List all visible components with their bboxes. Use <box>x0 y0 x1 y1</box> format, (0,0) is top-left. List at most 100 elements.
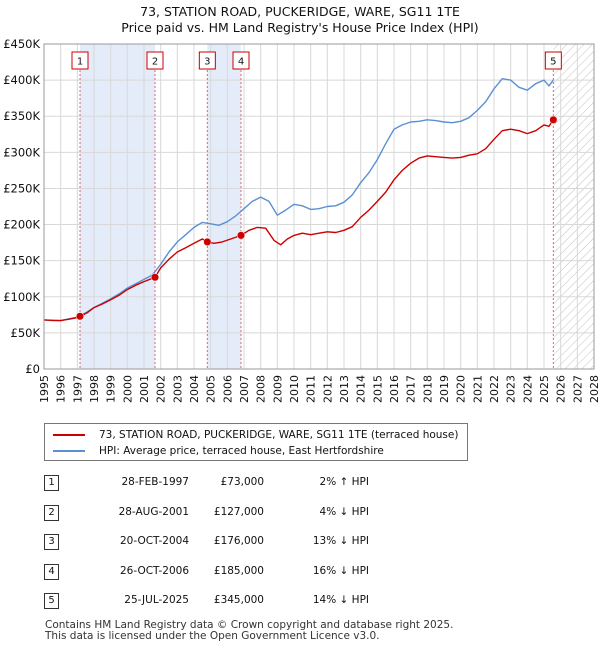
marker-label-2: 2 <box>152 57 158 68</box>
x-tick-label: 2001 <box>138 375 151 403</box>
transaction-price: £185,000 <box>213 564 264 577</box>
chart-subtitle: Price paid vs. HM Land Registry's House … <box>121 20 478 35</box>
x-tick-label: 2020 <box>455 375 468 403</box>
sale-point-4 <box>236 231 246 240</box>
x-tick-label: 2017 <box>405 375 418 403</box>
transaction-row: 5 25-JUL-2025 £345,000 14% ↓ HPI <box>44 589 444 619</box>
y-tick-label: £200K <box>3 218 40 232</box>
x-tick-label: 2006 <box>221 375 234 403</box>
x-tick-label: 2011 <box>305 375 318 403</box>
y-tick-label: £450K <box>3 37 40 51</box>
x-tick-label: 2018 <box>421 375 434 403</box>
shaded-period-2 <box>207 44 241 369</box>
footer-copyright: Contains HM Land Registry data © Crown c… <box>45 619 454 631</box>
marker-label-5: 5 <box>550 57 556 68</box>
transaction-row: 3 20-OCT-2004 £176,000 13% ↓ HPI <box>44 530 444 560</box>
plot-frame <box>43 43 595 370</box>
sale-point-1 <box>75 312 85 321</box>
transaction-date: 20-OCT-2004 <box>120 535 189 547</box>
marker-label-box-3 <box>198 51 216 70</box>
future-hatch <box>553 44 594 369</box>
marker-label-box-2 <box>146 51 164 70</box>
marker-label-box-4 <box>232 51 250 70</box>
transaction-row: 4 26-OCT-2006 £185,000 16% ↓ HPI <box>44 560 444 590</box>
transaction-number: 3 <box>44 534 59 550</box>
x-tick-label: 2027 <box>571 375 584 403</box>
x-tick-label: 1999 <box>105 375 118 403</box>
marker-label-1: 1 <box>77 57 83 68</box>
transaction-number: 4 <box>44 563 59 580</box>
x-tick-label: 2008 <box>255 375 268 403</box>
transaction-row: 2 28-AUG-2001 £127,000 4% ↓ HPI <box>44 501 444 531</box>
x-tick-label: 2022 <box>488 375 501 403</box>
x-tick-label: 2014 <box>355 375 368 403</box>
sale-point-3 <box>203 237 212 246</box>
transaction-date: 26-OCT-2006 <box>120 564 189 577</box>
transaction-date: 28-FEB-1997 <box>121 476 189 488</box>
y-tick-label: £250K <box>3 181 40 195</box>
transaction-price: £345,000 <box>213 594 264 606</box>
property-price-line <box>43 119 554 322</box>
x-tick-label: 2026 <box>555 375 568 403</box>
transaction-hpi-diff: 14% ↓ HPI <box>312 594 369 606</box>
transaction-hpi-diff: 16% ↓ HPI <box>312 564 369 577</box>
x-tick-label: 2005 <box>205 375 218 403</box>
legend-property-line <box>53 434 85 436</box>
transaction-row: 1 28-FEB-1997 £73,000 2% ↑ HPI <box>44 471 444 501</box>
y-tick-label: £0 <box>25 362 40 376</box>
transaction-price: £73,000 <box>220 476 264 488</box>
chart-title: 73, STATION ROAD, PUCKERIDGE, WARE, SG11… <box>140 4 460 19</box>
legend-hpi-label: HPI: Average price, terraced house, East… <box>99 445 384 457</box>
x-tick-label: 2009 <box>271 375 284 403</box>
transaction-number: 2 <box>44 504 59 521</box>
marker-label-box-5 <box>544 51 562 70</box>
sale-point-2 <box>150 273 160 282</box>
x-tick-label: 2004 <box>188 375 201 403</box>
price-chart: 73, STATION ROAD, PUCKERIDGE, WARE, SG11… <box>3 4 600 403</box>
legend: 73, STATION ROAD, PUCKERIDGE, WARE, SG11… <box>44 423 468 461</box>
x-tick-label: 2013 <box>338 375 351 403</box>
x-tick-label: 2024 <box>521 375 534 403</box>
y-tick-label: £150K <box>3 254 40 268</box>
y-tick-label: £400K <box>3 73 40 87</box>
x-tick-label: 2010 <box>288 375 301 403</box>
x-tick-label: 1997 <box>71 375 84 403</box>
transaction-hpi-diff: 13% ↓ HPI <box>312 535 369 547</box>
x-tick-label: 1998 <box>88 375 101 403</box>
x-tick-label: 2003 <box>171 375 184 403</box>
marker-label-box-1 <box>71 51 89 70</box>
transaction-date: 28-AUG-2001 <box>118 505 189 518</box>
x-tick-label: 2007 <box>238 375 251 403</box>
x-tick-label: 2019 <box>438 375 451 403</box>
sale-point-5 <box>549 115 558 124</box>
x-tick-label: 1995 <box>38 375 51 403</box>
x-tick-label: 2015 <box>371 375 384 403</box>
shaded-period-1 <box>80 44 155 369</box>
transaction-number: 1 <box>44 475 59 491</box>
x-tick-label: 2025 <box>538 375 551 403</box>
y-tick-label: £100K <box>3 290 40 304</box>
transaction-hpi-diff: 2% ↑ HPI <box>319 476 369 488</box>
legend-property-label: 73, STATION ROAD, PUCKERIDGE, WARE, SG11… <box>99 429 459 441</box>
y-tick-label: £300K <box>3 145 40 159</box>
x-tick-label: 2002 <box>155 375 168 403</box>
x-tick-label: 2000 <box>121 375 134 403</box>
x-tick-label: 1996 <box>55 375 68 403</box>
x-tick-label: 2021 <box>471 375 484 403</box>
transaction-price: £176,000 <box>213 535 264 547</box>
transaction-number: 5 <box>44 593 59 609</box>
transaction-price: £127,000 <box>213 505 264 518</box>
footer: Contains HM Land Registry data © Crown c… <box>45 620 453 642</box>
transaction-date: 25-JUL-2025 <box>124 594 189 606</box>
footer-license: This data is licensed under the Open Gov… <box>45 630 380 642</box>
legend-item-property: 73, STATION ROAD, PUCKERIDGE, WARE, SG11… <box>53 427 458 443</box>
hpi-line <box>43 77 554 322</box>
transactions-table: 1 28-FEB-1997 £73,000 2% ↑ HPI 2 28-AUG-… <box>44 471 444 619</box>
y-tick-label: £50K <box>11 326 41 340</box>
marker-label-4: 4 <box>238 57 244 68</box>
x-tick-label: 2012 <box>321 375 334 403</box>
x-tick-label: 2023 <box>505 375 518 403</box>
y-tick-label: £350K <box>3 109 40 123</box>
transaction-hpi-diff: 4% ↓ HPI <box>319 505 369 518</box>
x-tick-label: 2016 <box>388 375 401 403</box>
